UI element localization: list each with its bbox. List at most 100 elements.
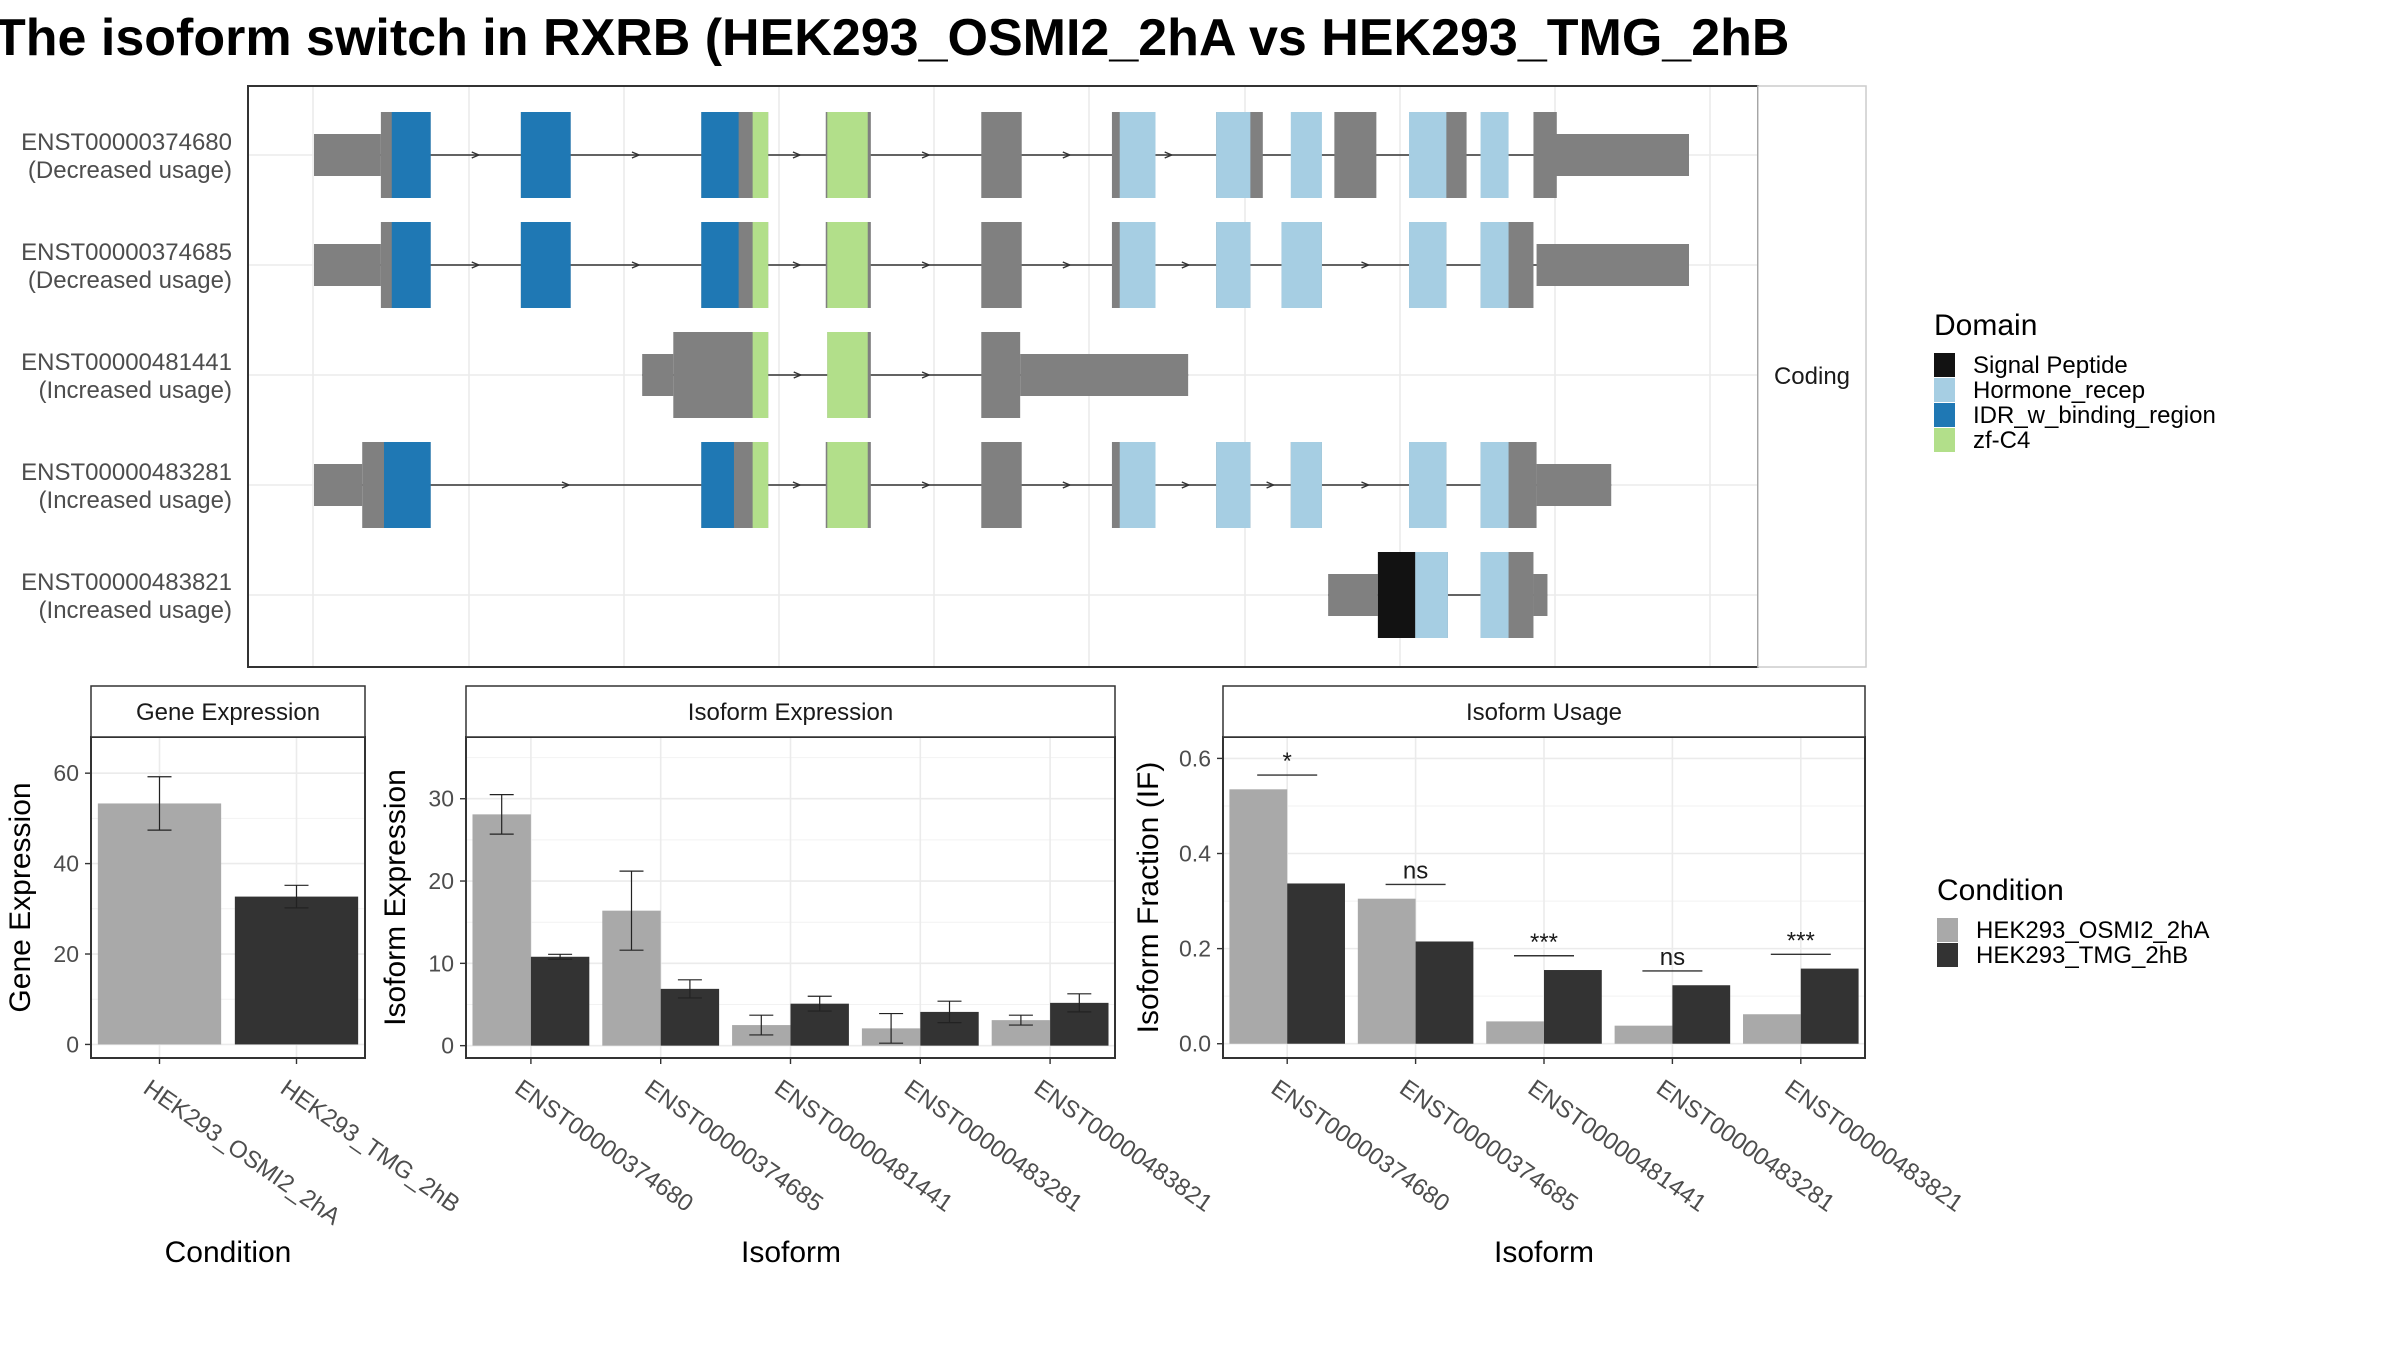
domain-hormone_recep — [1480, 112, 1509, 198]
y-tick-label: 30 — [428, 786, 454, 812]
transcript-ENST00000374680 — [314, 112, 1689, 198]
significance-label: ns — [1660, 944, 1685, 971]
domain-legend: Domain Signal PeptideHormone_recepIDR_w_b… — [1934, 309, 2216, 454]
intron-arrow — [471, 151, 481, 159]
utr-block — [314, 244, 381, 286]
utr-block — [1536, 134, 1689, 176]
intron-arrow — [631, 151, 641, 159]
domain-zfc4 — [827, 332, 868, 418]
y-tick-label: 0.0 — [1179, 1031, 1211, 1057]
domain-idr_binding — [520, 112, 571, 198]
x-axis-title: Isoform — [741, 1236, 841, 1269]
exon-block — [981, 332, 1021, 418]
panel-title: Gene Expression — [136, 699, 320, 726]
bar — [234, 896, 359, 1045]
panel-strip — [1222, 685, 1866, 738]
x-axis-title: Condition — [165, 1236, 292, 1269]
domain-hormone_recep — [1290, 442, 1322, 528]
intron-arrow — [1181, 481, 1191, 489]
intron-arrow — [1164, 151, 1174, 159]
bar — [97, 803, 222, 1045]
transcript-label: ENST00000374680 (Decreased usage) — [21, 129, 232, 184]
y-axis-title: Isoform Fraction (IF) — [1132, 762, 1165, 1034]
significance-label: ns — [1403, 857, 1428, 884]
utr-block — [1020, 354, 1189, 396]
domain-idr_binding — [701, 222, 739, 308]
domain-zfc4 — [827, 112, 868, 198]
domain-hormone_recep — [1480, 552, 1509, 638]
y-tick-label: 0.4 — [1179, 841, 1211, 867]
exon-block — [1533, 112, 1557, 198]
legend-key — [1937, 918, 1958, 942]
panel-title: Isoform Expression — [688, 699, 893, 726]
significance-label: * — [1283, 748, 1292, 775]
domain-hormone_recep — [1409, 222, 1447, 308]
transcript-id: ENST00000374680 — [21, 129, 232, 156]
transcript-structure-panel: ENST00000374680 (Decreased usage)ENST0000… — [21, 85, 1867, 668]
domain-hormone_recep — [1480, 222, 1509, 308]
domain-idr_binding — [391, 222, 431, 308]
transcript-label: ENST00000483281 (Increased usage) — [21, 459, 232, 514]
exon-block — [981, 222, 1022, 308]
chart-panel-3: 0.00.20.40.6 *ns***ns***Isoform UsageENST… — [1132, 685, 1968, 1269]
panel-strip — [90, 685, 366, 738]
intron-arrow — [471, 261, 481, 269]
bar — [1287, 883, 1345, 1044]
utr-block — [1533, 574, 1548, 616]
transcript-usage: (Decreased usage) — [28, 157, 232, 184]
transcript-label: ENST00000481441 (Increased usage) — [21, 349, 232, 404]
exon-block — [1111, 112, 1122, 198]
bar — [1800, 968, 1859, 1044]
y-tick-label: 40 — [53, 851, 79, 877]
domain-hormone_recep — [1216, 442, 1251, 528]
bar — [1486, 1021, 1544, 1044]
y-axis-title: Gene Expression — [4, 782, 37, 1012]
y-tick-label: 20 — [53, 941, 79, 967]
y-tick-label: 0.6 — [1179, 745, 1211, 771]
legend-label: zf-C4 — [1973, 427, 2030, 454]
domain-hormone_recep — [1119, 112, 1156, 198]
transcript-label: ENST00000483821 (Increased usage) — [21, 569, 232, 624]
domain-zfc4 — [827, 442, 868, 528]
y-tick-label: 60 — [53, 760, 79, 786]
bar — [1229, 789, 1288, 1044]
intron-arrow — [792, 481, 802, 489]
intron-arrow — [921, 261, 931, 269]
transcript-ENST00000483821 — [1328, 552, 1548, 638]
utr-block — [314, 134, 381, 176]
y-axis-title: Isoform Expression — [379, 769, 412, 1026]
y-tick-label: 0 — [66, 1031, 79, 1057]
utr-block — [1328, 574, 1378, 616]
transcript-usage: (Increased usage) — [39, 487, 232, 514]
legend-label: Signal Peptide — [1973, 352, 2128, 379]
transcript-id: ENST00000483821 — [21, 569, 232, 596]
intron-arrow — [792, 151, 802, 159]
intron-arrow — [921, 481, 931, 489]
transcript-id: ENST00000483281 — [21, 459, 232, 486]
transcript-usage: (Increased usage) — [39, 377, 232, 404]
facet-strip — [1757, 85, 1867, 668]
intron-arrow — [1361, 261, 1371, 269]
domain-zfc4 — [752, 222, 769, 308]
domain-idr_binding — [391, 112, 431, 198]
y-tick-label: 20 — [428, 868, 454, 894]
intron-arrow — [561, 481, 571, 489]
utr-block — [1536, 464, 1612, 506]
exon-block — [673, 332, 769, 418]
intron-arrow — [1062, 151, 1072, 159]
exon-block — [1334, 112, 1377, 198]
significance-label: *** — [1787, 927, 1815, 954]
domain-zfc4 — [827, 222, 868, 308]
domain-zfc4 — [752, 442, 769, 528]
domain-hormone_recep — [1119, 442, 1156, 528]
transcript-ENST00000483281 — [314, 442, 1612, 528]
legend-label: IDR_w_binding_region — [1973, 402, 2216, 429]
domain-hormone_recep — [1216, 222, 1251, 308]
utr-block — [314, 464, 363, 506]
transcript-id: ENST00000481441 — [21, 349, 232, 376]
utr-block — [1536, 244, 1689, 286]
